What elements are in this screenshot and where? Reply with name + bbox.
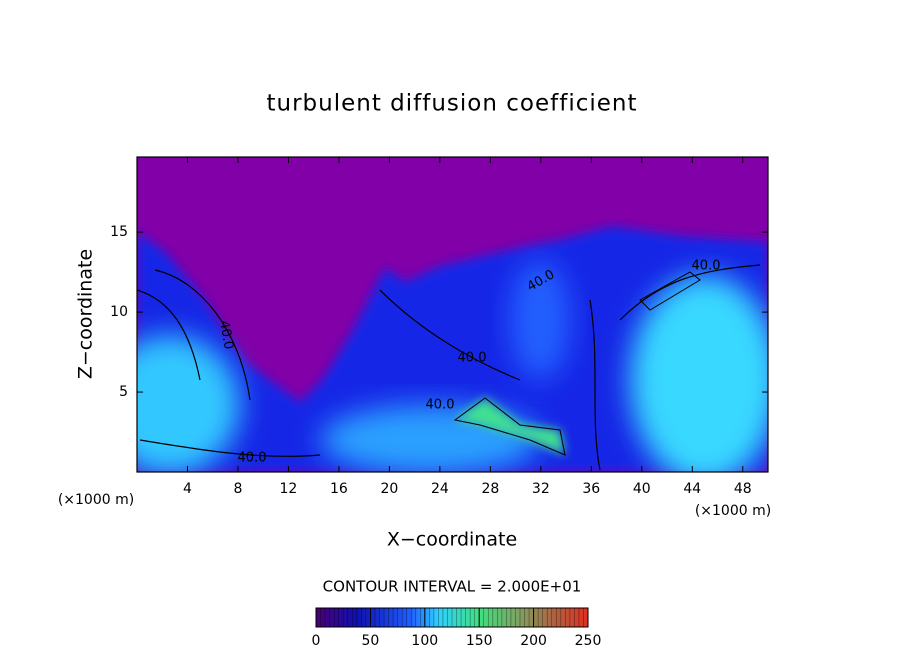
contour-label: 40.0 bbox=[458, 351, 487, 366]
x-unit: (×1000 m) bbox=[58, 492, 134, 508]
x-unit: (×1000 m) bbox=[695, 503, 771, 519]
x-tick-label: 40 bbox=[633, 481, 651, 497]
x-tick-label: 28 bbox=[481, 481, 499, 497]
x-tick-label: 36 bbox=[582, 481, 600, 497]
contour-interval: CONTOUR INTERVAL = 2.000E+01 bbox=[323, 578, 582, 596]
contour-label: 40.0 bbox=[216, 319, 236, 350]
x-tick-label: 44 bbox=[683, 481, 701, 497]
x-tick-label: 12 bbox=[280, 481, 298, 497]
colorbar-tick-label: 200 bbox=[520, 633, 547, 649]
chart-title: turbulent diffusion coefficient bbox=[266, 91, 637, 117]
y-tick-label: 15 bbox=[110, 224, 128, 240]
field bbox=[137, 157, 768, 472]
contour-label: 40.0 bbox=[692, 259, 721, 274]
plot-frame bbox=[136, 156, 769, 473]
x-tick-label: 16 bbox=[330, 481, 348, 497]
x-tick-label: 20 bbox=[380, 481, 398, 497]
contour-label: 40.0 bbox=[426, 398, 455, 413]
x-tick-label: 48 bbox=[734, 481, 752, 497]
x-tick-label: 8 bbox=[233, 481, 242, 497]
y-tick-label: 5 bbox=[119, 384, 128, 400]
x-tick-label: 32 bbox=[532, 481, 550, 497]
colorbar-tick-label: 50 bbox=[361, 633, 379, 649]
x-tick-label: 4 bbox=[183, 481, 192, 497]
y-axis-label: Z−coordinate bbox=[75, 249, 97, 379]
colorbar-tick-label: 150 bbox=[466, 633, 493, 649]
x-tick-label: 24 bbox=[431, 481, 449, 497]
colorbar-tick-label: 0 bbox=[312, 633, 321, 649]
colorbar-tick-label: 100 bbox=[411, 633, 438, 649]
contour-label: 40.0 bbox=[238, 451, 267, 466]
colorbar-tick-label: 250 bbox=[575, 633, 602, 649]
y-tick-label: 10 bbox=[110, 304, 128, 320]
x-axis-label: X−coordinate bbox=[387, 529, 517, 551]
